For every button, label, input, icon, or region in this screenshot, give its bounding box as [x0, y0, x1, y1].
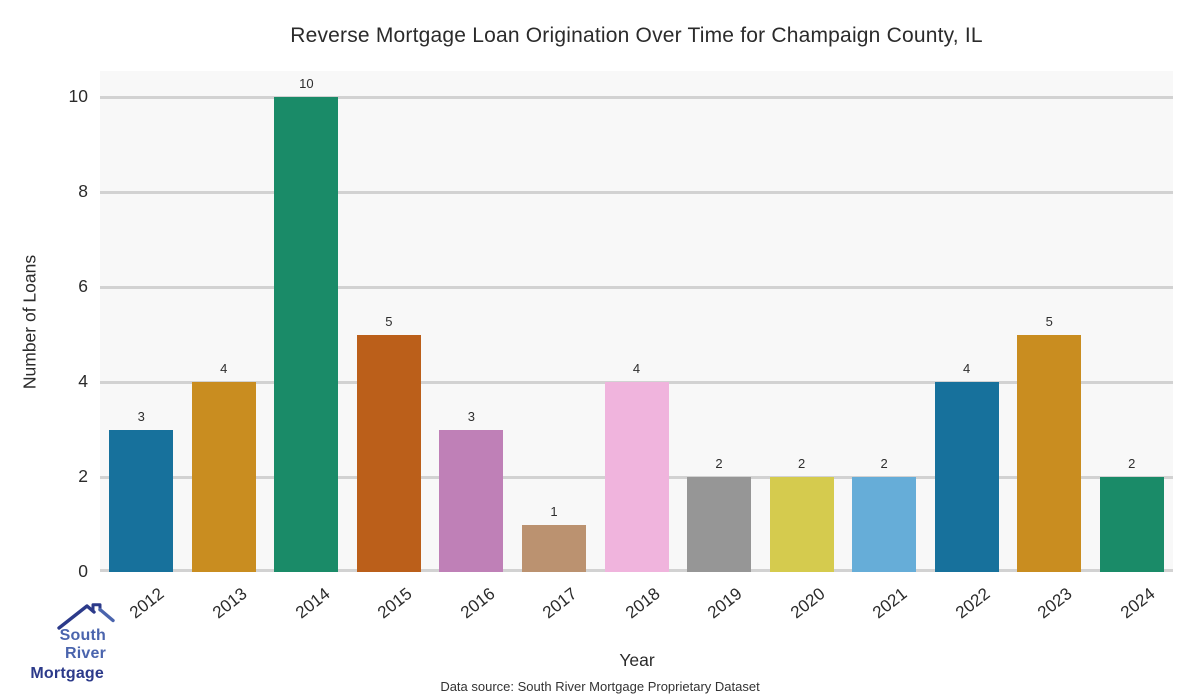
house-roof-icon — [16, 602, 115, 630]
bar-value-label-2024: 2 — [1128, 456, 1136, 472]
x-tick-label-2015: 2015 — [374, 584, 416, 623]
bar-2022 — [934, 382, 999, 572]
x-tick-label-2014: 2014 — [291, 584, 334, 623]
y-tick-label-10: 10 — [68, 86, 88, 107]
bar-value-label-2013: 4 — [220, 361, 228, 377]
bar-2019 — [687, 477, 752, 572]
x-tick-label-2022: 2022 — [951, 584, 994, 623]
bar-value-label-2017: 1 — [550, 503, 558, 519]
bar-value-label-2016: 3 — [467, 408, 476, 424]
bar-value-label-2014: 10 — [299, 76, 314, 92]
bar-value-label-2019: 2 — [715, 456, 723, 472]
gridline-y-10 — [100, 95, 1173, 99]
bar-2021 — [852, 477, 917, 572]
x-tick-label-2017: 2017 — [539, 584, 581, 623]
y-tick-label-2: 2 — [78, 466, 88, 487]
x-tick-label-2018: 2018 — [621, 584, 664, 623]
x-tick-label-2020: 2020 — [786, 584, 829, 623]
bar-2018 — [604, 382, 669, 572]
bar-2016 — [439, 429, 504, 572]
data-source-note: Data source: South River Mortgage Propri… — [440, 679, 760, 694]
south-river-mortgage-logo: South River Mortgage — [16, 602, 115, 683]
bar-2024 — [1099, 477, 1164, 572]
y-tick-label-4: 4 — [78, 371, 88, 392]
bar-2012 — [109, 429, 174, 572]
plot-area: 3 4 10 5 3 1 4 2 2 2 4 5 2 — [100, 71, 1173, 572]
bar-2013 — [191, 382, 256, 572]
gridline-y-6 — [100, 285, 1173, 289]
x-tick-label-2024: 2024 — [1116, 584, 1159, 623]
x-tick-label-2013: 2013 — [208, 584, 251, 623]
bar-value-label-2012: 3 — [137, 408, 145, 424]
y-tick-label-8: 8 — [78, 181, 88, 202]
x-tick-label-2012: 2012 — [126, 584, 168, 623]
x-tick-label-2019: 2019 — [704, 584, 746, 623]
bar-value-label-2021: 2 — [880, 456, 888, 472]
chart-title: Reverse Mortgage Loan Origination Over T… — [290, 24, 983, 47]
bar-value-label-2015: 5 — [385, 313, 393, 329]
bar-2015 — [356, 334, 421, 572]
bar-2020 — [769, 477, 834, 572]
bar-value-label-2023: 5 — [1045, 313, 1053, 329]
y-axis-title: Number of Loans — [19, 254, 40, 390]
logo-text-line1: South River — [59, 627, 106, 662]
logo-text-line2: Mortgage — [30, 665, 104, 682]
x-tick-label-2023: 2023 — [1034, 584, 1076, 623]
bar-2023 — [1017, 334, 1082, 572]
bar-value-label-2022: 4 — [963, 361, 971, 377]
y-tick-label-6: 6 — [78, 276, 88, 297]
gridline-y-8 — [100, 190, 1173, 194]
bar-value-label-2020: 2 — [797, 456, 806, 472]
x-axis-title: Year — [619, 650, 655, 670]
y-tick-label-0: 0 — [78, 561, 88, 581]
bar-2014 — [274, 97, 339, 572]
x-tick-label-2016: 2016 — [456, 584, 499, 623]
bar-value-label-2018: 4 — [632, 361, 641, 377]
bar-2017 — [521, 524, 586, 572]
x-tick-label-2021: 2021 — [869, 584, 911, 623]
